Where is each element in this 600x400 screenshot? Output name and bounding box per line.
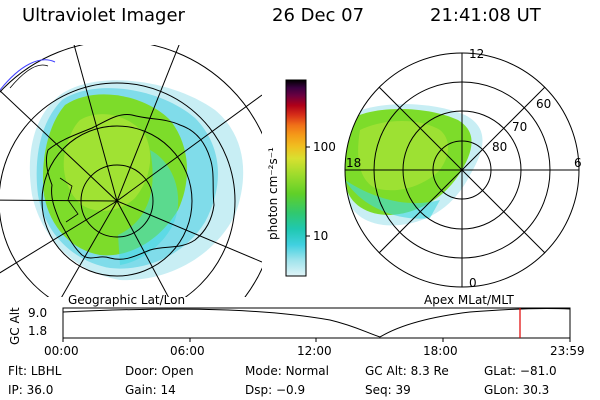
altitude-xtick-0: 00:00	[44, 344, 79, 358]
altitude-ytick-low: 1.8	[28, 324, 48, 338]
status-gcalt-value: 8.3 Re	[410, 364, 449, 378]
mlat-label-60: 60	[536, 97, 552, 111]
status-ip-value: 36.0	[26, 383, 54, 397]
altitude-xtick-2: 12:00	[297, 344, 332, 358]
altitude-ytick-high: 9.0	[28, 306, 48, 320]
status-dsp: Dsp: −0.9	[245, 383, 305, 397]
status-gain: Gain: 14	[125, 383, 176, 397]
altitude-xtick-1: 06:00	[170, 344, 205, 358]
status-ip-label: IP:	[8, 383, 23, 397]
altitude-plot	[62, 307, 571, 342]
status-mode-value: Normal	[285, 364, 329, 378]
aurora-image-geographic	[29, 80, 244, 281]
colorbar-unit-label: photon cm⁻²s⁻¹	[266, 147, 280, 240]
mlat-label-80: 80	[492, 140, 508, 154]
status-mode-label: Mode:	[245, 364, 282, 378]
mlat-label-70: 70	[512, 120, 528, 134]
status-seq: Seq: 39	[365, 383, 411, 397]
instrument-title: Ultraviolet Imager	[22, 5, 185, 26]
left-panel-caption: Geographic Lat/Lon	[68, 293, 186, 307]
status-gain-label: Gain:	[125, 383, 157, 397]
geographic-map	[0, 45, 262, 297]
date-label: 26 Dec 07	[272, 5, 365, 26]
status-glon-value: 30.3	[522, 383, 550, 397]
status-ip: IP: 36.0	[8, 383, 53, 397]
mlt-label-18: 18	[346, 156, 362, 170]
longitude-grid	[0, 45, 262, 297]
status-seq-label: Seq:	[365, 383, 392, 397]
status-glon-label: GLon:	[484, 383, 519, 397]
status-flt: Flt: LBHL	[8, 364, 61, 378]
status-glat-value: −81.0	[519, 364, 557, 378]
status-door-label: Door:	[125, 364, 158, 378]
status-glat-label: GLat:	[484, 364, 517, 378]
colorbar-tick-10: 10	[313, 229, 329, 243]
status-mode: Mode: Normal	[245, 364, 329, 378]
status-dsp-label: Dsp:	[245, 383, 273, 397]
mlt-label-0: 0	[469, 276, 477, 290]
right-panel-caption: Apex MLat/MLT	[424, 293, 514, 307]
status-flt-label: Flt:	[8, 364, 27, 378]
status-gain-value: 14	[160, 383, 176, 397]
altitude-xtick-3: 18:00	[423, 344, 458, 358]
status-seq-value: 39	[395, 383, 411, 397]
colorbar-tick-100: 100	[313, 140, 336, 154]
status-door-value: Open	[161, 364, 194, 378]
status-gcalt: GC Alt: 8.3 Re	[365, 364, 449, 378]
colorbar	[285, 79, 310, 277]
mlt-label-12: 12	[469, 47, 485, 61]
time-label: 21:41:08 UT	[430, 5, 541, 26]
magnetic-map	[344, 52, 580, 288]
mlt-label-6: 6	[574, 156, 582, 170]
status-dsp-value: −0.9	[275, 383, 306, 397]
altitude-xtick-4: 23:59	[550, 344, 585, 358]
status-glat: GLat: −81.0	[484, 364, 557, 378]
status-door: Door: Open	[125, 364, 194, 378]
altitude-ylabel: GC Alt	[8, 307, 22, 345]
status-glon: GLon: 30.3	[484, 383, 549, 397]
coastline	[45, 113, 215, 260]
status-flt-value: LBHL	[30, 364, 62, 378]
status-gcalt-label: GC Alt:	[365, 364, 407, 378]
